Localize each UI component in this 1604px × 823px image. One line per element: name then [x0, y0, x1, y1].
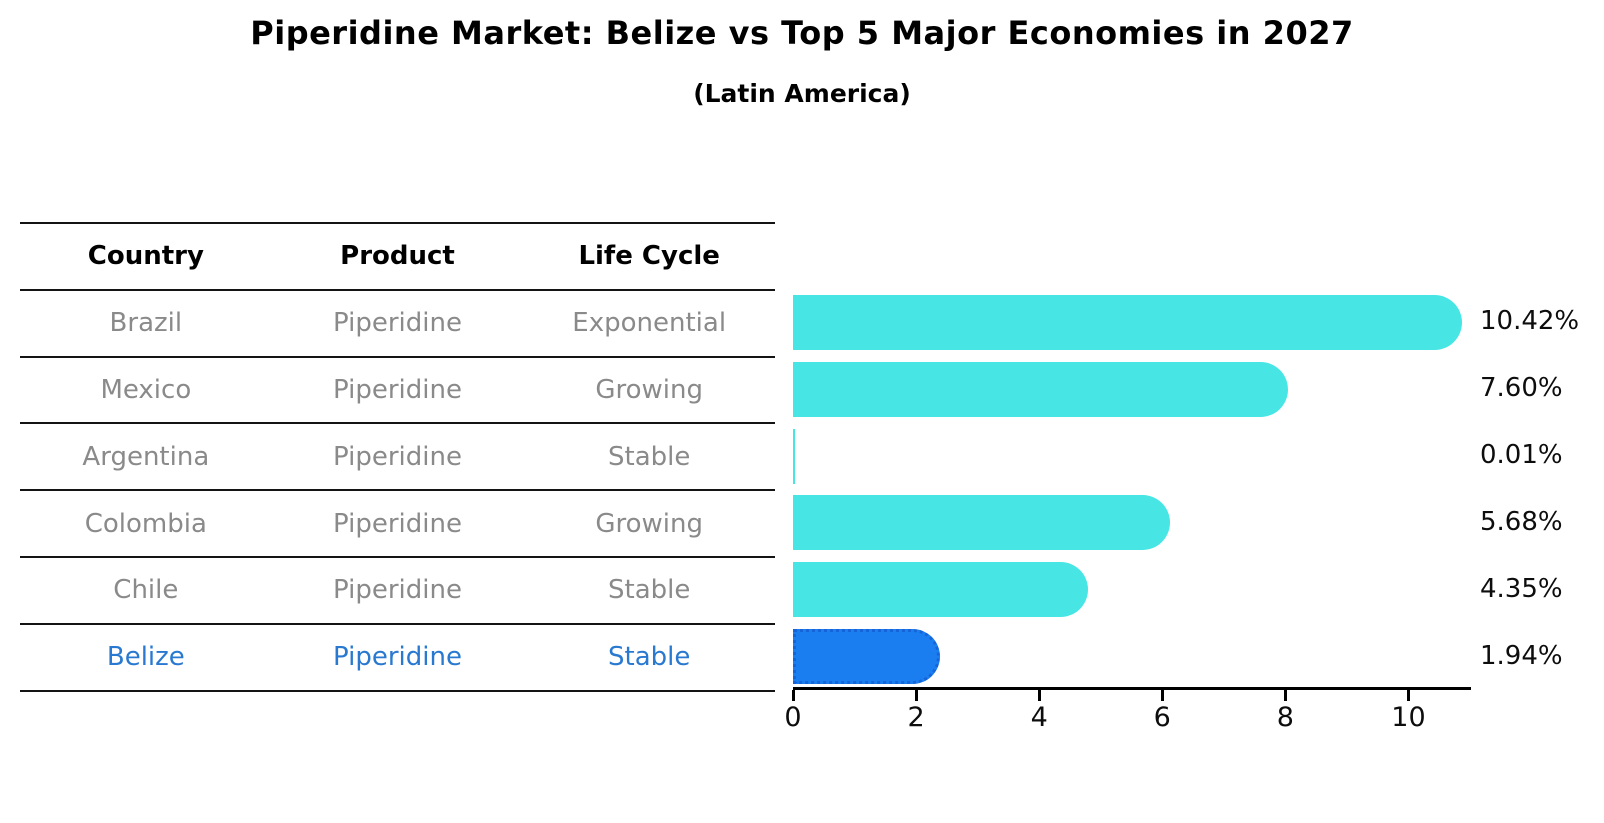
x-axis-tick — [1160, 690, 1164, 701]
bar-argentina — [793, 428, 795, 484]
x-axis-tick — [1283, 690, 1287, 701]
cell-product: Piperidine — [333, 374, 462, 405]
cell-life-cycle: Stable — [608, 642, 691, 673]
country-table: Country Product Life Cycle Brazil Piperi… — [20, 222, 775, 692]
cell-product: Piperidine — [333, 508, 462, 539]
bar-brazil — [793, 294, 1462, 350]
table-row-brazil: Brazil Piperidine Exponential — [20, 291, 775, 358]
x-axis-tick — [791, 690, 795, 701]
cell-product: Piperidine — [333, 308, 462, 339]
highlight-bar-belize — [793, 629, 940, 685]
cell-country: Colombia — [84, 508, 207, 539]
column-header-country: Country — [87, 241, 204, 272]
x-axis-tick-label: 0 — [784, 702, 802, 733]
cell-life-cycle: Growing — [595, 508, 703, 539]
table-row-mexico: Mexico Piperidine Growing — [20, 358, 775, 425]
table-row-belize: Belize Piperidine Stable — [20, 625, 775, 692]
chart-title: Piperidine Market: Belize vs Top 5 Major… — [250, 14, 1354, 52]
table-row-chile: Chile Piperidine Stable — [20, 558, 775, 625]
cell-life-cycle: Exponential — [572, 308, 727, 339]
x-axis-tick — [1406, 690, 1410, 701]
value-label-brazil: 10.42% — [1480, 306, 1580, 337]
cell-life-cycle: Growing — [595, 374, 703, 405]
x-axis-tick-label: 4 — [1030, 702, 1048, 733]
cell-country: Belize — [106, 642, 185, 673]
x-axis-tick-label: 10 — [1391, 702, 1426, 733]
column-header-life-cycle: Life Cycle — [578, 241, 720, 272]
cell-country: Mexico — [100, 374, 192, 405]
x-axis-tick-label: 8 — [1276, 702, 1294, 733]
value-label-colombia: 5.68% — [1480, 506, 1563, 537]
cell-life-cycle: Stable — [608, 441, 691, 472]
cell-product: Piperidine — [333, 642, 462, 673]
column-header-product: Product — [340, 241, 455, 272]
x-axis-tick-label: 6 — [1153, 702, 1171, 733]
bar-chile — [793, 562, 1089, 618]
bar-mexico — [793, 361, 1289, 417]
x-axis-tick — [914, 690, 918, 701]
cell-country: Brazil — [109, 308, 183, 339]
chart-subtitle: (Latin America) — [693, 79, 911, 108]
x-axis-tick — [1037, 690, 1041, 701]
cell-country: Chile — [113, 575, 179, 606]
cell-country: Argentina — [82, 441, 210, 472]
value-label-chile: 4.35% — [1480, 573, 1563, 604]
x-axis-tick-label: 2 — [907, 702, 925, 733]
cell-product: Piperidine — [333, 441, 462, 472]
value-label-belize: 1.94% — [1480, 640, 1563, 671]
table-header-row: Country Product Life Cycle — [20, 224, 775, 291]
x-axis-line — [793, 687, 1471, 690]
value-label-argentina: 0.01% — [1480, 440, 1563, 471]
cell-life-cycle: Stable — [608, 575, 691, 606]
table-row-colombia: Colombia Piperidine Growing — [20, 491, 775, 558]
bar-colombia — [793, 495, 1171, 551]
cell-product: Piperidine — [333, 575, 462, 606]
table-row-argentina: Argentina Piperidine Stable — [20, 424, 775, 492]
value-label-mexico: 7.60% — [1480, 373, 1563, 404]
